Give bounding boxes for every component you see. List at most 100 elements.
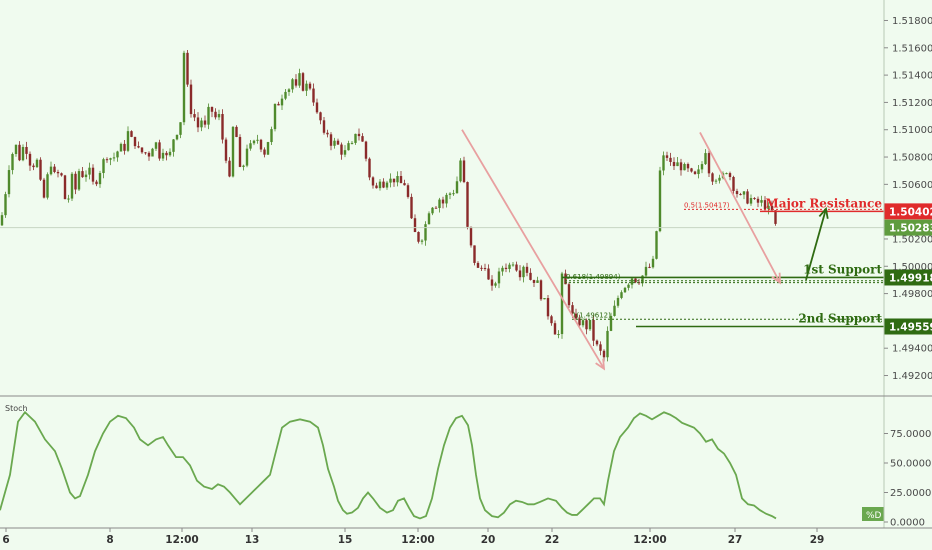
candle-body — [53, 166, 56, 172]
stoch-series-tag — [862, 507, 884, 521]
candle-body — [585, 320, 588, 330]
candle-body — [574, 313, 578, 319]
candle-body — [763, 200, 767, 210]
candle-body — [508, 264, 511, 269]
candle-body — [725, 173, 728, 175]
candle-body — [196, 117, 200, 128]
candle-body — [329, 134, 333, 146]
candle-body — [273, 103, 277, 130]
candle-body — [417, 232, 420, 242]
candle-body — [529, 272, 532, 280]
candle-body — [364, 141, 368, 159]
candle-body — [560, 273, 564, 335]
candle-body — [287, 89, 291, 92]
level-price-tag — [884, 269, 932, 286]
arrow-head — [771, 272, 781, 285]
candle-body — [298, 73, 301, 86]
candle-body — [91, 167, 95, 182]
price-tick-label: 1.51800 — [892, 16, 932, 27]
candle-body — [11, 154, 14, 171]
price-tick-label: 1.50000 — [892, 262, 932, 273]
candle-body — [161, 152, 165, 159]
current-price-tag — [884, 219, 932, 236]
candle-body — [662, 155, 665, 171]
candle-body — [753, 198, 756, 200]
candle-body — [686, 163, 690, 169]
candle-body — [434, 207, 438, 209]
candle-body — [18, 144, 21, 161]
candle-body — [539, 280, 543, 300]
fib-level-label: 0.618(1.49894) — [566, 273, 621, 281]
time-tick-label: 12:00 — [633, 534, 666, 546]
candle-body — [732, 176, 735, 191]
candle-body — [210, 106, 214, 112]
price-tick-label: 1.50200 — [892, 234, 932, 245]
candle-body — [231, 126, 235, 177]
candle-body — [77, 171, 81, 190]
candle-body — [445, 194, 448, 204]
candle-body — [382, 181, 385, 188]
candle-body — [137, 146, 140, 148]
candle-body — [84, 174, 88, 178]
candle-body — [375, 185, 378, 189]
candle-body — [123, 143, 126, 151]
candle-body — [557, 334, 560, 336]
time-tick-label: 22 — [545, 534, 560, 546]
level-price-label: 1.50402 — [889, 206, 932, 218]
candle-body — [126, 131, 130, 151]
candle-body — [476, 262, 480, 268]
candle-body — [4, 194, 7, 216]
candle-body — [581, 320, 585, 326]
arrow-head — [818, 206, 829, 219]
candle-body — [21, 146, 25, 161]
price-tick-label: 1.51600 — [892, 43, 932, 54]
stoch-label: Stoch — [5, 404, 28, 413]
candle-body — [0, 215, 4, 226]
candle-body — [343, 150, 347, 155]
level-lines: 1.50283 1.50402 Major Resistance 1.49918 1st… — [0, 196, 932, 335]
candle-body — [452, 193, 455, 195]
candle-body — [95, 181, 98, 185]
candle-body — [63, 175, 67, 200]
candle-body — [648, 266, 651, 268]
candle-body — [74, 173, 77, 190]
stoch-series-label: %D — [866, 511, 882, 521]
candle-body — [690, 168, 693, 172]
candle-body — [427, 213, 431, 225]
candle-body — [350, 142, 354, 144]
candle-body — [270, 129, 273, 143]
candle-body — [567, 284, 571, 306]
candle-body — [669, 157, 672, 162]
candle-body — [609, 315, 613, 331]
candle-body — [487, 268, 490, 280]
candle-body — [347, 143, 350, 151]
time-tick-label: 13 — [245, 534, 260, 546]
candle-body — [14, 144, 18, 155]
candle-body — [322, 120, 326, 133]
candle-body — [665, 155, 669, 158]
price-tick-label: 1.49800 — [892, 289, 932, 300]
candle-body — [203, 120, 207, 125]
candle-body — [158, 142, 161, 159]
candle-body — [651, 258, 655, 268]
candle-body — [238, 137, 242, 167]
candle-body — [767, 205, 770, 210]
candle-body — [368, 158, 371, 178]
time-tick-label: 12:00 — [165, 534, 198, 546]
candle-body — [501, 267, 504, 272]
candle-body — [746, 191, 749, 204]
candle-body — [644, 266, 648, 276]
candle-body — [333, 140, 336, 146]
candle-body — [301, 73, 305, 91]
candle-body — [578, 318, 581, 326]
candle-body — [438, 199, 441, 209]
level-name-label: 1st Support — [803, 262, 882, 276]
candle-body — [182, 52, 186, 123]
candle-body — [70, 173, 74, 199]
candle-body — [672, 161, 676, 167]
candle-body — [25, 146, 28, 154]
candle-body — [455, 181, 459, 194]
time-tick-label: 6 — [2, 534, 9, 546]
candle-body — [263, 149, 266, 155]
